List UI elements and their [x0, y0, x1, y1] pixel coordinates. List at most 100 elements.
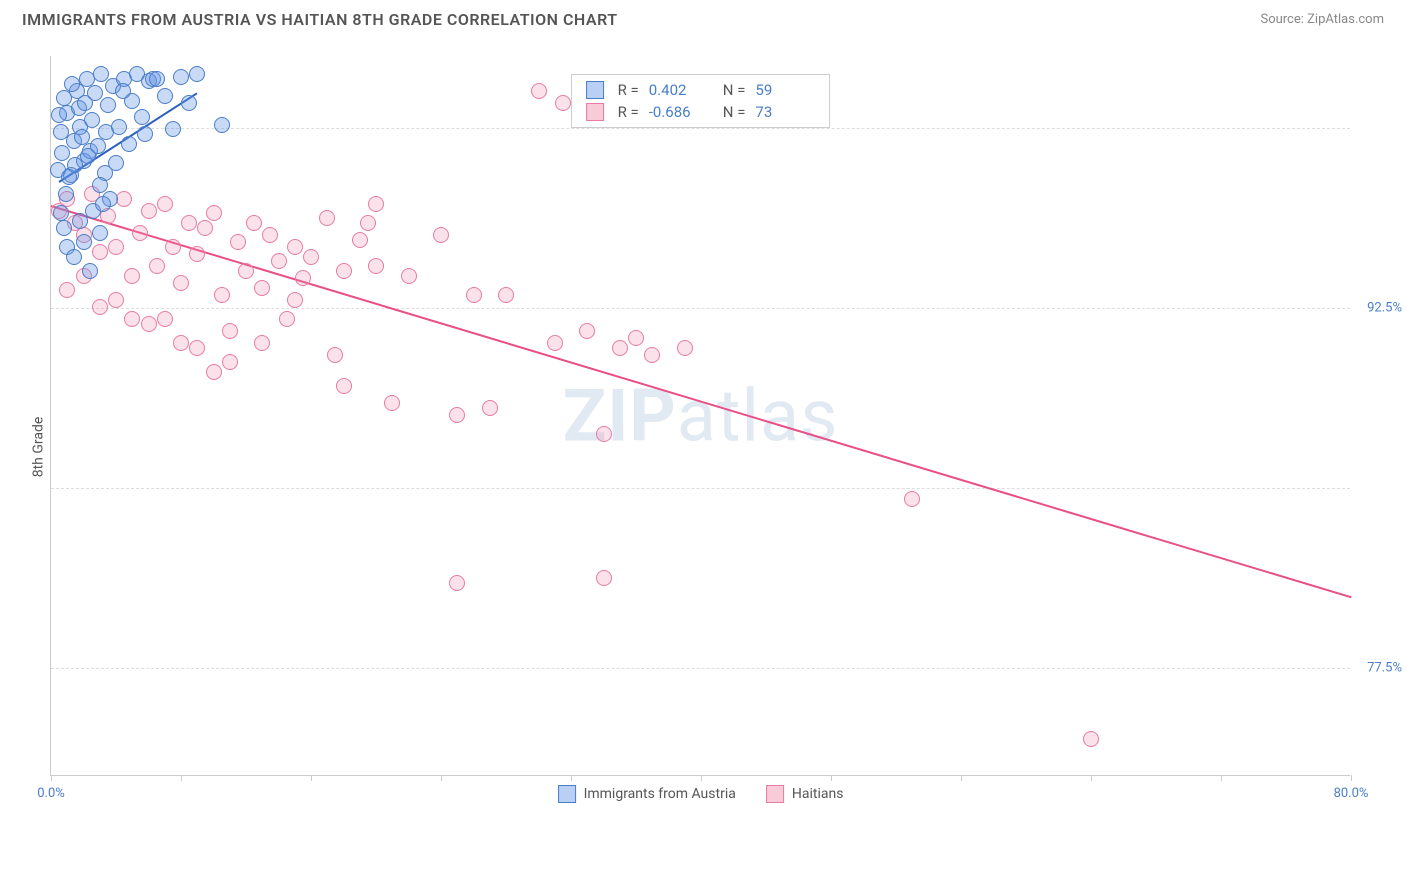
gridline	[51, 128, 1350, 129]
data-point	[116, 191, 132, 207]
x-tick	[181, 775, 182, 781]
data-point	[173, 335, 189, 351]
data-point	[54, 145, 70, 161]
data-point	[76, 234, 92, 250]
r-value: -0.686	[649, 103, 709, 121]
x-tick	[831, 775, 832, 781]
data-point	[295, 270, 311, 286]
data-point	[628, 330, 644, 346]
n-value: 59	[755, 81, 815, 99]
chart-area: 8th Grade ZIPatlas R = 0.402 N = 59 R = -0.68…	[0, 42, 1406, 852]
data-point	[303, 249, 319, 265]
data-point	[677, 340, 693, 356]
data-point	[165, 239, 181, 255]
data-point	[137, 126, 153, 142]
stat-row: R = 0.402 N = 59	[586, 79, 816, 101]
data-point	[90, 138, 106, 154]
data-point	[360, 215, 376, 231]
data-point	[1083, 731, 1099, 747]
data-point	[327, 347, 343, 363]
data-point	[384, 395, 400, 411]
data-point	[555, 95, 571, 111]
data-point	[287, 292, 303, 308]
n-label: N =	[723, 103, 746, 121]
r-label: R =	[618, 81, 639, 99]
r-label: R =	[618, 103, 639, 121]
data-point	[149, 258, 165, 274]
data-point	[612, 340, 628, 356]
header: IMMIGRANTS FROM AUSTRIA VS HAITIAN 8TH G…	[0, 0, 1406, 37]
legend-bottom: Immigrants from Austria Haitians	[558, 785, 844, 803]
data-point	[124, 268, 140, 284]
data-point	[173, 275, 189, 291]
x-tick	[1091, 775, 1092, 781]
data-point	[262, 227, 278, 243]
data-point	[53, 205, 69, 221]
data-point	[498, 287, 514, 303]
data-point	[238, 263, 254, 279]
data-point	[66, 249, 82, 265]
gridline	[51, 668, 1350, 669]
data-point	[82, 263, 98, 279]
y-tick-label: 77.5%	[1354, 661, 1402, 676]
data-point	[100, 97, 116, 113]
data-point	[95, 196, 111, 212]
data-point	[449, 575, 465, 591]
data-point	[368, 196, 384, 212]
data-point	[206, 205, 222, 221]
x-tick	[1351, 775, 1352, 781]
data-point	[51, 107, 67, 123]
y-axis-label: 8th Grade	[30, 417, 46, 478]
data-point	[111, 119, 127, 135]
data-point	[92, 244, 108, 260]
data-point	[115, 83, 131, 99]
legend-item: Immigrants from Austria	[558, 785, 736, 803]
data-point	[92, 225, 108, 241]
data-point	[134, 109, 150, 125]
data-point	[336, 378, 352, 394]
gridline	[51, 488, 1350, 489]
data-point	[222, 323, 238, 339]
x-tick	[51, 775, 52, 781]
watermark-rest: atlas	[677, 373, 839, 458]
data-point	[197, 220, 213, 236]
swatch-icon	[586, 103, 604, 121]
n-value: 73	[755, 103, 815, 121]
data-point	[64, 76, 80, 92]
watermark: ZIPatlas	[563, 373, 839, 458]
data-point	[84, 112, 100, 128]
data-point	[547, 335, 563, 351]
data-point	[401, 268, 417, 284]
data-point	[149, 71, 165, 87]
data-point	[87, 85, 103, 101]
data-point	[157, 88, 173, 104]
stat-row: R = -0.686 N = 73	[586, 101, 816, 123]
swatch-icon	[586, 81, 604, 99]
chart-title: IMMIGRANTS FROM AUSTRIA VS HAITIAN 8TH G…	[22, 10, 618, 29]
r-value: 0.402	[649, 81, 709, 99]
x-tick	[571, 775, 572, 781]
data-point	[644, 347, 660, 363]
data-point	[214, 287, 230, 303]
data-point	[181, 95, 197, 111]
data-point	[108, 155, 124, 171]
data-point	[279, 311, 295, 327]
data-point	[449, 407, 465, 423]
legend-item: Haitians	[766, 785, 844, 803]
data-point	[336, 263, 352, 279]
data-point	[173, 69, 189, 85]
data-point	[904, 491, 920, 507]
data-point	[271, 253, 287, 269]
data-point	[222, 354, 238, 370]
data-point	[246, 215, 262, 231]
data-point	[92, 299, 108, 315]
data-point	[368, 258, 384, 274]
data-point	[466, 287, 482, 303]
data-point	[352, 232, 368, 248]
data-point	[433, 227, 449, 243]
data-point	[189, 246, 205, 262]
data-point	[72, 213, 88, 229]
data-point	[108, 292, 124, 308]
data-point	[157, 196, 173, 212]
n-label: N =	[723, 81, 746, 99]
